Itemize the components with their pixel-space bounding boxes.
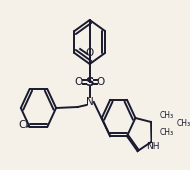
Text: CH₃: CH₃ xyxy=(177,120,190,129)
Text: O: O xyxy=(74,77,83,87)
Text: N: N xyxy=(86,97,94,107)
Text: O: O xyxy=(97,77,105,87)
Text: CH₃: CH₃ xyxy=(159,111,173,120)
Text: NH: NH xyxy=(146,142,160,151)
Text: Cl: Cl xyxy=(18,120,28,130)
Text: O: O xyxy=(86,48,94,58)
Text: S: S xyxy=(86,75,94,89)
Text: CH₃: CH₃ xyxy=(159,128,173,137)
